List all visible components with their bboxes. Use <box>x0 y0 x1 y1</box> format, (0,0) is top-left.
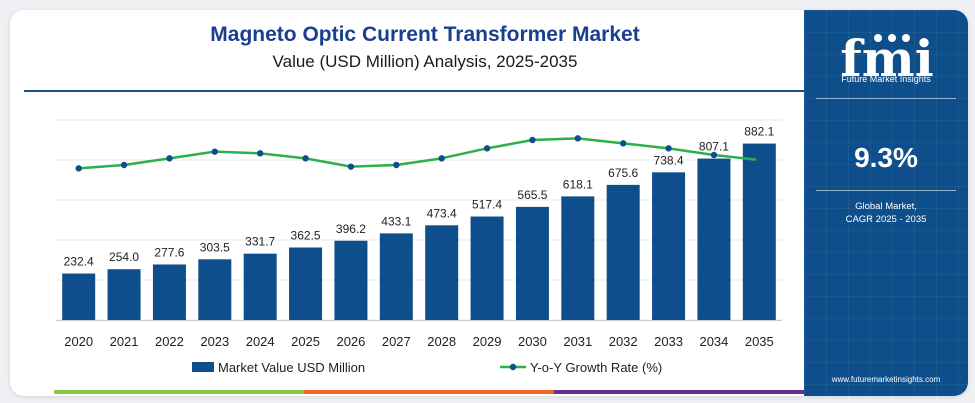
bar <box>243 253 277 320</box>
logo-people-icon <box>902 34 910 42</box>
bar <box>289 247 323 320</box>
growth-rate-point <box>710 151 718 159</box>
bar-value-label: 232.4 <box>64 255 94 269</box>
sidebar-grid-pattern <box>804 10 968 396</box>
x-tick-label: 2035 <box>745 334 774 349</box>
growth-rate-point <box>756 156 763 164</box>
legend-line-label: Y-o-Y Growth Rate (%) <box>530 360 662 375</box>
growth-rate-point <box>483 145 491 152</box>
chart-subtitle: Value (USD Million) Analysis, 2025-2035 <box>272 52 578 71</box>
bar-value-label: 473.4 <box>427 206 457 220</box>
bar <box>107 269 141 320</box>
x-tick-label: 2025 <box>291 334 320 349</box>
x-tick-label: 2026 <box>336 334 365 349</box>
brand-name: Future Market Insights <box>841 74 931 84</box>
x-tick-label: 2033 <box>654 334 683 349</box>
legend-line-marker <box>509 363 517 371</box>
bar-value-label: 331.7 <box>245 235 275 249</box>
bar-value-label: 433.1 <box>381 214 411 228</box>
x-tick-label: 2028 <box>427 334 456 349</box>
footer-bar-purple <box>554 390 804 394</box>
bar-value-label: 277.6 <box>154 245 184 259</box>
title-divider <box>24 90 804 92</box>
growth-rate-point <box>256 150 264 157</box>
bar-value-label: 517.4 <box>472 198 502 212</box>
logo-text: fmi <box>840 29 933 88</box>
logo-globe-icon <box>888 34 896 42</box>
cagr-value: 9.3% <box>854 142 918 173</box>
chart-card: Magneto Optic Current Transformer Market… <box>10 10 968 396</box>
bar <box>152 264 186 320</box>
growth-rate-point <box>619 140 627 147</box>
growth-rate-point <box>529 136 536 144</box>
legend-bar-swatch <box>192 362 214 372</box>
bar-value-label: 618.1 <box>563 177 593 191</box>
bar-value-label: 738.4 <box>654 153 684 167</box>
fmi-logo: fmi <box>840 29 933 88</box>
x-tick-label: 2022 <box>155 334 184 349</box>
chart-plot: 232.4 2020 254.0 2021 277.6 2022 303.5 2023 331.… <box>56 119 782 375</box>
x-tick-label: 2027 <box>382 334 411 349</box>
x-tick-label: 2031 <box>563 334 592 349</box>
bar <box>697 158 731 320</box>
growth-rate-point <box>120 161 128 169</box>
x-tick-label: 2023 <box>200 334 229 349</box>
growth-rate-point <box>302 155 309 162</box>
bar <box>334 240 368 320</box>
bar-value-label: 254.0 <box>109 250 139 264</box>
footer-bar-orange <box>304 390 554 394</box>
bar <box>515 206 549 320</box>
growth-rate-line <box>78 137 760 170</box>
growth-rate-point <box>393 161 400 169</box>
bar <box>425 225 459 320</box>
x-tick-label: 2021 <box>110 334 139 349</box>
logo-person-icon <box>874 34 882 42</box>
growth-rate-point <box>665 145 672 152</box>
growth-rate-point <box>438 155 445 162</box>
x-tick-label: 2029 <box>473 334 502 349</box>
bar-value-label: 807.1 <box>699 140 729 154</box>
bar-value-label: 362.5 <box>291 229 321 243</box>
sidebar-panel: fmi Future Market Insights 9.3% Global M… <box>804 10 968 396</box>
bar-value-label: 675.6 <box>608 166 638 180</box>
x-tick-label: 2020 <box>64 334 93 349</box>
sidebar-divider-mid <box>816 190 956 191</box>
bar <box>62 273 96 320</box>
bar-value-label: 882.1 <box>744 125 774 139</box>
cagr-label: Global Market, CAGR 2025 - 2035 <box>845 201 927 225</box>
growth-rate-point <box>166 155 173 162</box>
x-tick-label: 2032 <box>609 334 638 349</box>
x-tick-label: 2030 <box>518 334 547 349</box>
x-tick-label: 2034 <box>699 334 728 349</box>
bar <box>198 259 232 320</box>
growth-rate-point <box>574 135 582 142</box>
website-url[interactable]: www.futuremarketinsights.com <box>831 375 941 384</box>
bar <box>470 216 504 320</box>
bar-value-label: 396.2 <box>336 222 366 236</box>
bar <box>379 233 413 320</box>
growth-rate-point <box>211 148 219 155</box>
sidebar-divider-top <box>816 98 956 99</box>
growth-rate-point <box>75 165 82 172</box>
bar <box>742 143 776 320</box>
bar-value-label: 565.5 <box>517 188 547 202</box>
x-tick-label: 2024 <box>246 334 275 349</box>
chart-title: Magneto Optic Current Transformer Market <box>210 23 640 46</box>
legend-bar-label: Market Value USD Million <box>218 360 365 375</box>
bar <box>561 196 595 320</box>
bar <box>652 172 686 320</box>
footer-bar-green <box>54 390 304 394</box>
growth-rate-point <box>347 163 355 170</box>
bar-value-label: 303.5 <box>200 240 230 254</box>
bar <box>606 184 640 320</box>
